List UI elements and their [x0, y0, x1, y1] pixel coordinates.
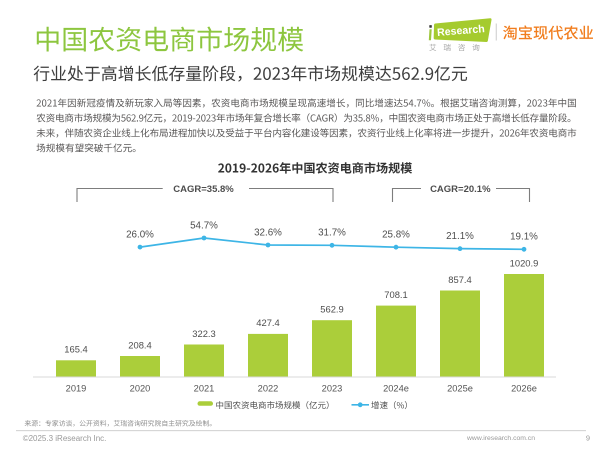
svg-text:322.3: 322.3 — [192, 328, 215, 339]
svg-text:54.7%: 54.7% — [190, 220, 218, 231]
svg-text:CAGR=35.8%: CAGR=35.8% — [173, 184, 234, 195]
svg-text:2023: 2023 — [322, 384, 343, 394]
svg-text:2022: 2022 — [258, 384, 279, 394]
svg-text:21.1%: 21.1% — [446, 231, 474, 242]
svg-text:857.4: 857.4 — [448, 274, 471, 285]
svg-text:31.7%: 31.7% — [318, 228, 346, 239]
svg-text:427.4: 427.4 — [256, 317, 279, 328]
svg-text:©2025.3 iResearch Inc.: ©2025.3 iResearch Inc. — [23, 434, 107, 443]
svg-text:562.9: 562.9 — [320, 304, 343, 315]
svg-text:2026e: 2026e — [511, 384, 537, 394]
svg-text:CAGR=20.1%: CAGR=20.1% — [430, 184, 491, 195]
svg-text:2020: 2020 — [130, 384, 151, 394]
svg-text:165.4: 165.4 — [64, 344, 87, 355]
svg-text:708.1: 708.1 — [384, 289, 407, 300]
svg-text:26.0%: 26.0% — [126, 229, 154, 240]
svg-text:9: 9 — [586, 433, 590, 442]
svg-text:2021: 2021 — [194, 384, 215, 394]
svg-text:www.iresearch.com.cn: www.iresearch.com.cn — [466, 435, 535, 442]
svg-text:2019: 2019 — [66, 384, 87, 394]
svg-text:2024e: 2024e — [383, 384, 409, 394]
svg-text:208.4: 208.4 — [128, 339, 151, 350]
svg-text:25.8%: 25.8% — [382, 230, 410, 241]
svg-text:19.1%: 19.1% — [510, 232, 538, 243]
svg-text:2025e: 2025e — [447, 384, 473, 394]
svg-text:1020.9: 1020.9 — [510, 257, 539, 268]
svg-text:32.6%: 32.6% — [254, 227, 282, 238]
svg-text:Research: Research — [437, 23, 486, 39]
